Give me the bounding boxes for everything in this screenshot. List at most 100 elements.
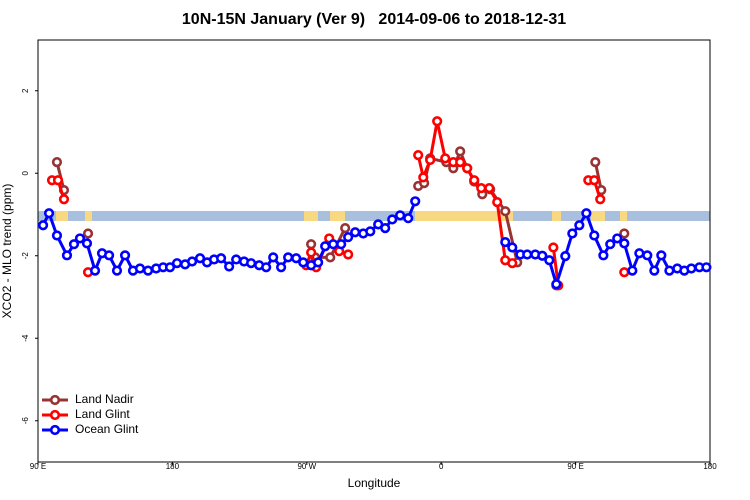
- point: [664, 265, 675, 276]
- point: [380, 223, 391, 234]
- point: [560, 251, 571, 262]
- point: [548, 242, 559, 253]
- point: [701, 262, 712, 273]
- point: [507, 258, 518, 269]
- point: [320, 241, 331, 252]
- point: [268, 252, 279, 263]
- point: [306, 247, 317, 258]
- point: [634, 248, 645, 259]
- legend-marker: [49, 394, 61, 406]
- point: [619, 228, 630, 239]
- point: [298, 257, 309, 268]
- point: [551, 279, 562, 290]
- point: [387, 214, 398, 225]
- point: [425, 154, 436, 166]
- point: [469, 175, 480, 186]
- point: [194, 253, 206, 264]
- land-band: [620, 211, 627, 221]
- point: [500, 206, 511, 217]
- point: [649, 265, 660, 276]
- x-tick-label: 90 E: [30, 462, 46, 471]
- point: [51, 157, 63, 168]
- point: [340, 223, 351, 234]
- point: [410, 196, 421, 207]
- point: [350, 227, 361, 238]
- point: [492, 197, 503, 208]
- point: [43, 208, 55, 219]
- point: [119, 250, 131, 261]
- point: [500, 237, 511, 248]
- ocean-band: [38, 211, 710, 221]
- point: [574, 220, 585, 231]
- x-tick-label: 0: [439, 462, 444, 471]
- land-band: [591, 211, 605, 221]
- point: [455, 157, 466, 168]
- point: [544, 255, 555, 266]
- point: [328, 239, 339, 250]
- point: [605, 239, 616, 250]
- land-band: [552, 211, 561, 221]
- point: [224, 261, 235, 272]
- y-tick-label: 0: [21, 170, 30, 175]
- point: [325, 252, 336, 263]
- legend-marker: [49, 424, 61, 436]
- point: [343, 232, 354, 243]
- point: [395, 210, 406, 221]
- point: [142, 265, 154, 276]
- point: [58, 194, 70, 205]
- series-line: [416, 120, 513, 265]
- point: [52, 175, 64, 186]
- point: [476, 182, 487, 194]
- legend-label: Land Glint: [75, 407, 130, 421]
- point: [111, 265, 123, 276]
- point: [291, 253, 302, 264]
- point: [418, 172, 429, 183]
- point: [336, 239, 347, 250]
- point: [656, 250, 667, 261]
- point: [432, 116, 443, 127]
- point: [313, 257, 324, 268]
- series: [37, 196, 712, 290]
- point: [440, 153, 451, 164]
- point: [567, 228, 578, 239]
- point: [619, 238, 630, 249]
- point: [598, 250, 609, 261]
- point: [595, 194, 606, 205]
- point: [81, 238, 93, 249]
- land-band: [85, 211, 92, 221]
- point: [589, 230, 600, 241]
- point: [455, 146, 466, 157]
- point: [343, 249, 354, 260]
- point: [37, 220, 49, 231]
- x-tick-label: 90 W: [297, 462, 316, 471]
- chart-title: 10N-15N January (Ver 9) 2014-09-06 to 20…: [182, 11, 566, 28]
- point: [642, 250, 653, 261]
- y-tick-label: 2: [21, 88, 30, 93]
- point: [82, 228, 94, 239]
- point: [231, 254, 242, 265]
- point: [134, 263, 146, 274]
- legend-label: Land Nadir: [75, 392, 134, 406]
- y-axis-label: XCO2 - MLO trend (ppm): [0, 184, 14, 319]
- x-tick-label: 90 E: [567, 462, 583, 471]
- series: [46, 116, 630, 291]
- land-band: [415, 211, 513, 221]
- x-axis-label: Longitude: [348, 476, 401, 490]
- point: [164, 262, 176, 273]
- point: [484, 182, 495, 194]
- point: [89, 265, 101, 276]
- point: [283, 252, 294, 263]
- point: [413, 149, 424, 161]
- x-tick-label: 180: [166, 462, 180, 471]
- point: [61, 250, 73, 261]
- y-tick-label: -6: [21, 417, 30, 425]
- land-ocean-band: [38, 211, 710, 221]
- plot-frame: [37, 39, 711, 463]
- point: [306, 239, 317, 250]
- point: [68, 239, 80, 250]
- point: [590, 157, 601, 168]
- point: [365, 226, 376, 237]
- land-band: [304, 211, 318, 221]
